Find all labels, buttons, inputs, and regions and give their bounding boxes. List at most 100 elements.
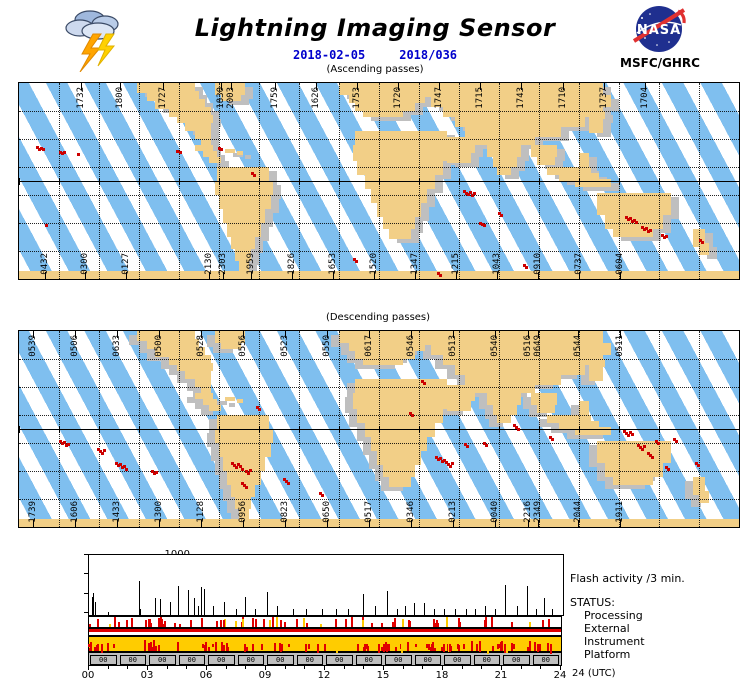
platform-status-tick: [243, 644, 246, 653]
equator-tick: [579, 178, 580, 185]
orbit-tick: [521, 83, 522, 90]
flash-activity-bar: [276, 605, 278, 615]
landmass-shadow: [489, 419, 503, 427]
status-legend-title: STATUS:: [570, 596, 615, 609]
equator-tick: [499, 426, 500, 433]
landmass: [475, 135, 535, 145]
orbit-tick: [120, 83, 121, 90]
equator-tick: [539, 178, 540, 185]
lightning-flash-marker: [515, 426, 518, 429]
flash-activity-bar: [91, 596, 93, 615]
lightning-flash-marker: [123, 465, 126, 468]
orbit-tick: [285, 520, 286, 527]
platform-status-box: 00: [355, 655, 382, 665]
landmass: [531, 145, 557, 157]
orbit-tick: [33, 520, 34, 527]
instrument-status-tick: [208, 646, 211, 651]
landmass-shadow: [567, 431, 603, 439]
x-axis-minor-tick: [540, 666, 542, 669]
equator-tick: [99, 426, 100, 433]
equator-tick: [259, 426, 260, 433]
lightning-flash-marker: [220, 148, 223, 151]
instrument-status-tick: [533, 641, 536, 651]
landmass-shadow: [229, 97, 249, 105]
flash-activity-bar: [107, 612, 109, 615]
processing-status-tick: [178, 623, 181, 627]
equator-tick: [619, 426, 620, 433]
lightning-flash-marker: [153, 472, 156, 475]
processing-status-tick: [216, 621, 219, 627]
landmass: [575, 179, 611, 187]
lightning-flash-marker: [469, 191, 472, 194]
instrument-status-tick: [407, 641, 410, 651]
instrument-status-tick: [546, 643, 549, 651]
lightning-flash-marker: [231, 462, 234, 465]
svg-text:NASA: NASA: [637, 23, 681, 38]
orbit-time-label: 1653: [328, 253, 338, 275]
landmass: [493, 155, 517, 167]
orbit-tick: [415, 272, 416, 279]
orbit-time-label: 0539: [28, 335, 38, 357]
processing-status-tick: [319, 623, 322, 627]
flash-activity-bar: [526, 586, 528, 615]
landmass-shadow: [707, 247, 717, 259]
platform-status-tick: [392, 644, 395, 650]
lightning-flash-marker: [439, 457, 442, 460]
x-axis-tick: [442, 666, 443, 670]
equator-tick: [139, 178, 140, 185]
landmass: [423, 331, 603, 345]
x-axis-minor-tick: [166, 666, 168, 669]
platform-status-tick: [478, 644, 481, 652]
platform-status-tick: [316, 644, 319, 654]
landmass: [239, 261, 249, 271]
equator-tick: [579, 426, 580, 433]
flash-activity-bar: [154, 597, 156, 615]
landmass: [537, 155, 555, 165]
orbit-time-label: 1830: [216, 87, 226, 109]
platform-status-box: 00: [532, 655, 559, 665]
instrument-status-box: [89, 637, 93, 639]
platform-status-box: 00: [119, 655, 146, 665]
descending-passes-map[interactable]: 0539 0506 0633 0500 0528 0556 0523 0550 0617 0546…: [18, 330, 740, 528]
equator-tick: [739, 178, 740, 185]
processing-status-tick: [542, 619, 545, 627]
lightning-flash-marker: [471, 194, 474, 197]
lightning-flash-marker: [549, 436, 552, 439]
orbit-time-label: 0213: [448, 501, 458, 523]
instrument-status-tick: [226, 646, 229, 651]
orbit-tick: [357, 83, 358, 90]
ascending-passes-map[interactable]: 1732 1800 1727 1830 2003 1759 1626 1753 1720 1747…: [18, 82, 740, 280]
orbit-time-label: 2130: [204, 253, 214, 275]
orbit-tick: [117, 520, 118, 527]
x-axis-minor-tick: [343, 666, 345, 669]
x-axis-tick-label: 18: [435, 670, 449, 681]
orbit-time-label: 1753: [352, 87, 362, 109]
landmass: [613, 475, 653, 485]
lightning-flash-marker: [435, 456, 438, 459]
instrument-status-tick: [214, 642, 217, 651]
lightning-flash-marker: [287, 482, 290, 485]
lightning-flash-marker: [485, 444, 488, 447]
landmass: [235, 497, 251, 509]
lightning-flash-marker: [629, 217, 632, 220]
orbit-time-label: 2216: [523, 501, 533, 523]
flash-activity-bar: [266, 591, 268, 615]
platform-status-tick: [536, 644, 539, 653]
flash-activity-plot[interactable]: [88, 554, 564, 616]
landmass: [355, 349, 415, 359]
landmass: [699, 243, 709, 255]
processing-status-tick: [437, 623, 440, 627]
orbit-tick: [538, 520, 539, 527]
processing-status-tick: [276, 617, 279, 627]
landmass: [487, 143, 521, 157]
processing-status-tick: [280, 619, 283, 627]
landmass: [231, 237, 255, 249]
landmass: [363, 109, 403, 117]
page-title: Lightning Imaging Sensor: [194, 14, 556, 42]
thunderstorm-cloud-icon: [65, 10, 119, 72]
instrument-status-box: [479, 637, 487, 639]
landmass: [455, 115, 585, 127]
orbit-time-label: 0511: [615, 335, 625, 357]
x-axis-tick-label: 15: [376, 670, 390, 681]
lightning-flash-marker: [641, 448, 644, 451]
